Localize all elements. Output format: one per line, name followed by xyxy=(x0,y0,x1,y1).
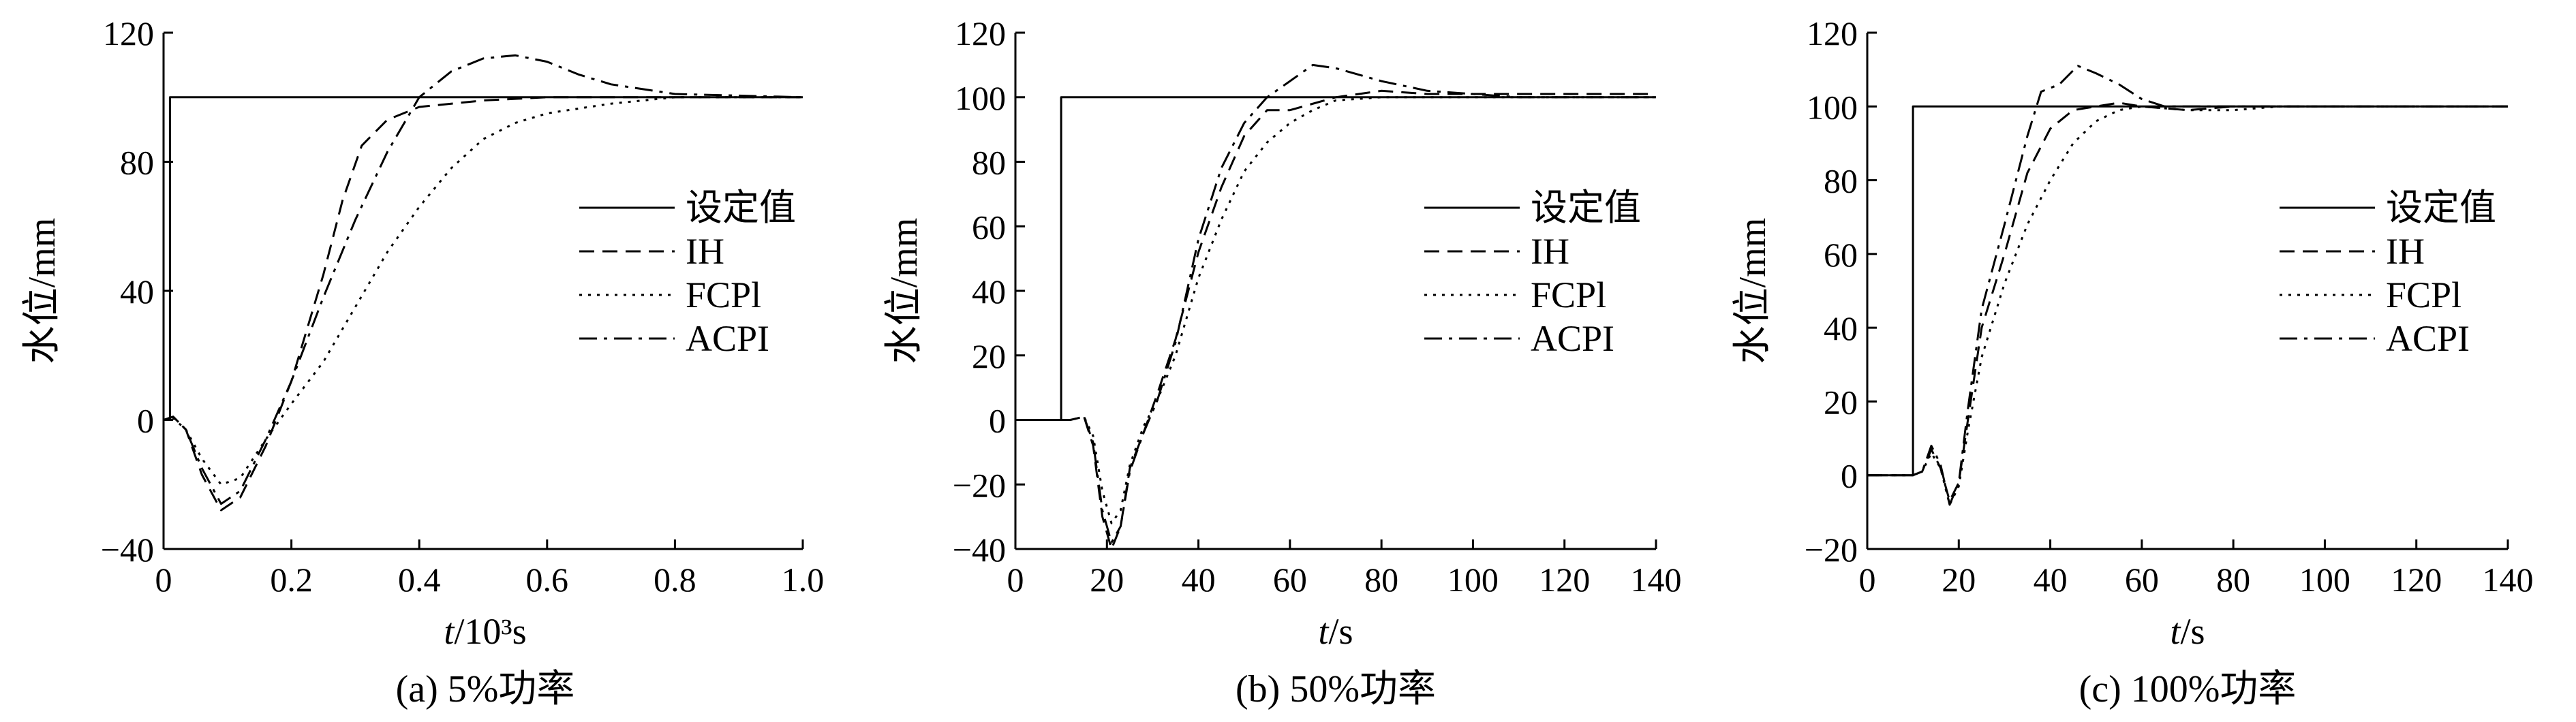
x-axis-label: t/s xyxy=(1318,611,1353,652)
y-tick-label: 40 xyxy=(972,272,1006,311)
x-axis-label: t/10³s xyxy=(444,611,526,652)
x-axis-label-var: t xyxy=(2170,611,2181,652)
y-tick-label: 0 xyxy=(137,402,154,440)
legend-label: IH xyxy=(1531,231,1569,272)
x-axis-label-unit: /10³s xyxy=(454,611,526,652)
x-axis-label-unit: /s xyxy=(1328,611,1353,652)
legend-label: IH xyxy=(686,231,724,272)
legend-label: ACPI xyxy=(2386,318,2470,359)
legend-label: FCPl xyxy=(2386,274,2462,315)
x-tick-label: 140 xyxy=(2483,561,2534,599)
y-tick-label: 100 xyxy=(955,79,1006,117)
y-tick-label: 120 xyxy=(103,14,154,52)
y-tick-label: 40 xyxy=(1824,309,1858,347)
x-tick-label: 20 xyxy=(1090,561,1124,599)
y-axis-label: 水位/mm xyxy=(883,218,925,364)
y-tick-label: −40 xyxy=(101,531,154,569)
series-line-dashdot xyxy=(163,54,803,505)
x-tick-label: 0 xyxy=(155,561,172,599)
legend-label: 设定值 xyxy=(686,187,796,228)
x-axis-label-var: t xyxy=(444,611,455,652)
x-tick-label: 0 xyxy=(1859,561,1876,599)
x-axis-label-var: t xyxy=(1318,611,1330,652)
y-tick-label: 20 xyxy=(972,337,1006,375)
panel-caption: (c) 100%功率 xyxy=(2079,668,2297,710)
y-tick-label: −20 xyxy=(1805,531,1858,569)
y-tick-label: 0 xyxy=(1841,457,1858,495)
x-tick-label: 0.2 xyxy=(270,561,313,599)
x-tick-label: 0.8 xyxy=(654,561,696,599)
x-tick-label: 0.4 xyxy=(398,561,441,599)
y-tick-label: 0 xyxy=(989,402,1006,440)
y-tick-label: 60 xyxy=(1824,236,1858,274)
x-axis-label: t/s xyxy=(2170,611,2205,652)
series-line-dotted xyxy=(1867,105,2508,506)
legend-label: ACPI xyxy=(1531,318,1614,359)
legend-label: FCPl xyxy=(1531,274,1606,315)
x-tick-label: 1.0 xyxy=(782,561,825,599)
y-tick-label: 80 xyxy=(1824,162,1858,200)
series-line-dashdot xyxy=(1015,63,1656,544)
legend-label: ACPI xyxy=(686,318,769,359)
y-tick-label: 100 xyxy=(1807,88,1858,126)
y-axis-label: 水位/mm xyxy=(1732,218,1774,364)
x-tick-label: 80 xyxy=(1364,561,1398,599)
x-tick-label: 60 xyxy=(1273,561,1307,599)
y-tick-label: 40 xyxy=(120,272,154,311)
y-tick-label: 20 xyxy=(1824,383,1858,421)
x-tick-label: 20 xyxy=(1942,561,1976,599)
y-tick-label: −40 xyxy=(953,531,1006,569)
panel-caption: (a) 5%功率 xyxy=(396,668,575,710)
x-axis-label-unit: /s xyxy=(2180,611,2205,652)
chart-panel-2: −40 −20 0 20 40 60 80 100 120 0 20 40 60 80 100 120 140 设… xyxy=(883,14,1682,710)
legend-label: IH xyxy=(2386,231,2425,272)
y-tick-label: 80 xyxy=(972,144,1006,182)
x-tick-label: 120 xyxy=(1539,561,1590,599)
x-tick-label: 120 xyxy=(2391,561,2442,599)
x-tick-label: 60 xyxy=(2125,561,2159,599)
x-tick-label: 100 xyxy=(1447,561,1499,599)
y-tick-label: 120 xyxy=(1807,14,1858,52)
legend-label: FCPl xyxy=(686,274,761,315)
x-tick-label: 100 xyxy=(2299,561,2350,599)
series-line-dashdot xyxy=(1867,65,2508,506)
series-line-solid xyxy=(1015,96,1656,421)
legend-label: 设定值 xyxy=(2386,187,2496,228)
x-tick-label: 40 xyxy=(2034,561,2068,599)
x-tick-label: 40 xyxy=(1182,561,1216,599)
y-tick-label: 120 xyxy=(955,14,1006,52)
x-tick-label: 0.6 xyxy=(526,561,569,599)
x-tick-label: 80 xyxy=(2216,561,2250,599)
x-tick-label: 0 xyxy=(1007,561,1024,599)
series-line-dashed xyxy=(1867,101,2508,503)
legend-label: 设定值 xyxy=(1531,187,1641,228)
x-tick-label: 140 xyxy=(1631,561,1682,599)
y-tick-label: 80 xyxy=(120,144,154,182)
y-tick-label: 60 xyxy=(972,208,1006,246)
series-line-dashed xyxy=(163,96,803,512)
panel-caption: (b) 50%功率 xyxy=(1236,668,1436,710)
y-tick-label: −20 xyxy=(953,466,1006,504)
y-axis-label: 水位/mm xyxy=(21,218,63,364)
